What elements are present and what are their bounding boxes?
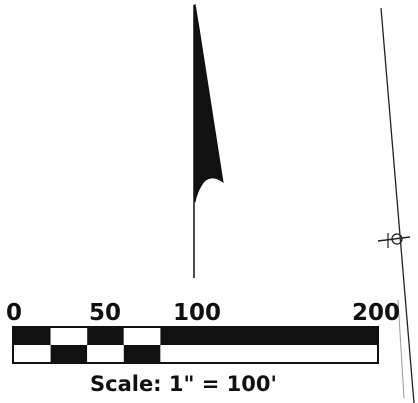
scale-segment-top-4	[160, 328, 197, 345]
scale-segment-bottom-3	[123, 345, 161, 362]
scale-segment-bottom-4	[160, 345, 197, 362]
scale-segment-top-0	[14, 328, 51, 345]
sheet-edge-line	[397, 299, 405, 399]
survey-monument-icon	[377, 233, 411, 248]
scale-segments	[14, 328, 377, 362]
scale-caption: Scale: 1" = 100'	[90, 372, 277, 396]
scale-segment-top-2	[87, 328, 124, 345]
scale-tick-100: 100	[172, 300, 222, 326]
scale-tick-0: 0	[5, 300, 23, 326]
scale-segment-bottom-1	[50, 345, 88, 362]
scale-segment-top-3	[123, 328, 161, 345]
scale-segment-bottom-0	[14, 345, 51, 362]
scale-segment-bottom-2	[87, 345, 124, 362]
property-boundary-line	[380, 7, 415, 403]
scale-segment-top-long	[197, 328, 377, 345]
north-arrow-icon	[193, 3, 224, 278]
scale-tick-50: 50	[88, 300, 122, 326]
scale-tick-200: 200	[351, 300, 401, 326]
scale-bar	[12, 326, 379, 364]
scale-segment-bottom-long	[197, 345, 377, 362]
scale-segment-top-1	[50, 328, 88, 345]
